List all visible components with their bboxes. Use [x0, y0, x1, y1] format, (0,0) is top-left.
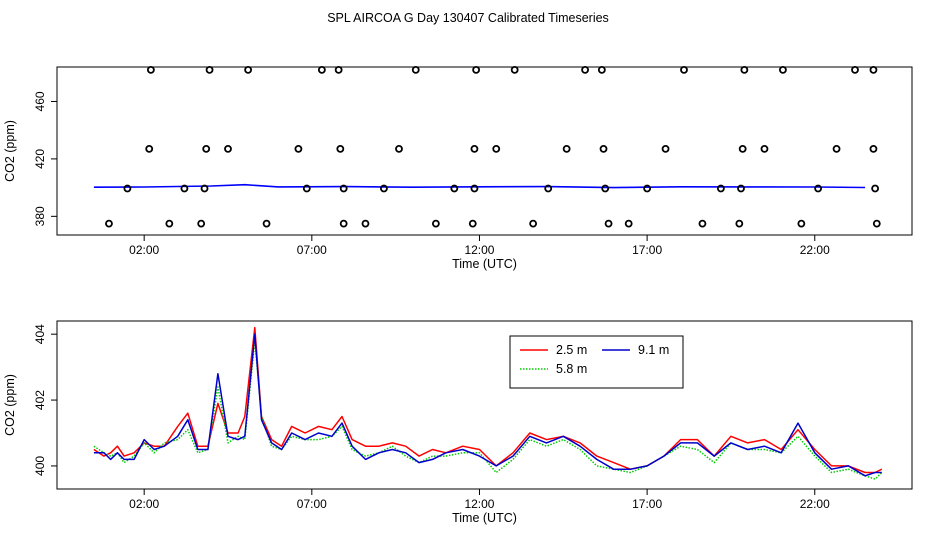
calibration-point	[797, 219, 806, 228]
calibration-point	[492, 144, 501, 153]
calibration-point	[716, 184, 725, 193]
calibration-point	[336, 144, 345, 153]
calibration-point	[869, 65, 878, 74]
calibration-point	[317, 65, 326, 74]
x-tick-label: 07:00	[297, 497, 327, 511]
y-tick-label: 402	[33, 390, 47, 410]
calibration-point	[851, 65, 859, 74]
calibration-point	[339, 219, 348, 228]
series-line-9-1-m	[93, 333, 882, 477]
series-line	[93, 183, 866, 189]
calibration-point	[698, 219, 707, 228]
calibration-point	[395, 144, 403, 153]
x-tick-label: 02:00	[129, 497, 159, 511]
y-axis-label: CO2 (ppm)	[3, 374, 17, 436]
calibration-point	[562, 144, 571, 153]
calibration-point	[740, 65, 749, 74]
calibration-point	[334, 65, 343, 74]
chart-title: SPL AIRCOA G Day 130407 Calibrated Times…	[327, 11, 609, 25]
calibration-point	[165, 219, 174, 228]
calibration-point	[601, 184, 610, 193]
y-tick-label: 400	[33, 456, 47, 476]
calibration-point	[737, 184, 745, 193]
plot-frame	[56, 66, 913, 236]
legend-label: 9.1 m	[638, 343, 669, 357]
calibration-point	[197, 219, 206, 228]
calibration-point	[872, 219, 881, 228]
calibration-point	[180, 184, 189, 193]
calibration-point	[470, 144, 479, 153]
calibration-point	[302, 184, 311, 193]
calibration-point	[146, 65, 155, 74]
x-tick-label: 22:00	[800, 243, 830, 257]
calibration-point	[599, 144, 608, 153]
calibration-point	[869, 144, 878, 153]
y-tick-label: 404	[33, 324, 47, 344]
calibration-point	[735, 219, 744, 228]
bottom-panel: 02:00 07:00 12:00 17:00 22:00 400 402 404 Time (…	[3, 320, 913, 525]
calibration-point	[604, 219, 613, 228]
calibration-point	[871, 184, 880, 193]
plot-frame	[56, 320, 913, 490]
calibration-point	[145, 144, 154, 153]
calibration-point	[339, 184, 348, 193]
calibration-point	[760, 144, 769, 153]
x-tick-label: 12:00	[464, 243, 494, 257]
series-line-2-5-m	[93, 326, 883, 474]
calibration-point	[205, 65, 214, 74]
x-axis-label: Time (UTC)	[452, 257, 517, 271]
calibration-point	[123, 184, 132, 193]
calibration-point	[202, 144, 211, 153]
series-line-5-8-m	[93, 340, 883, 480]
top-panel: 02:00 07:00 12:00 17:00 22:00 380 420 460 Time (…	[3, 65, 913, 271]
calibration-point	[643, 184, 652, 193]
calibration-point	[624, 219, 633, 228]
calibration-point	[431, 219, 440, 228]
calibration-point	[472, 65, 481, 74]
calibration-point	[510, 65, 519, 74]
x-tick-label: 17:00	[632, 497, 662, 511]
calibration-point	[262, 219, 271, 228]
calibration-point	[450, 184, 459, 193]
calibration-point	[380, 184, 388, 193]
calibration-point	[779, 65, 787, 74]
calibration-point	[597, 65, 606, 74]
calibration-point	[738, 144, 747, 153]
calibration-point	[581, 65, 589, 74]
calibration-point	[661, 144, 670, 153]
y-tick-label: 420	[33, 149, 47, 169]
calibration-point	[544, 184, 553, 193]
legend-label: 2.5 m	[556, 343, 587, 357]
calibration-point	[832, 144, 841, 153]
calibration-point	[814, 184, 823, 193]
calibration-point	[224, 144, 232, 153]
x-tick-label: 07:00	[297, 243, 327, 257]
x-tick-label: 02:00	[129, 243, 159, 257]
legend-label: 5.8 m	[556, 362, 587, 376]
y-tick-label: 460	[33, 91, 47, 111]
calibration-point	[529, 219, 538, 228]
x-tick-label: 17:00	[632, 243, 662, 257]
x-axis-label: Time (UTC)	[452, 511, 517, 525]
calibration-point	[105, 219, 113, 228]
calibration-point	[680, 65, 688, 74]
calibration-point	[244, 65, 253, 74]
calibration-point	[361, 219, 370, 228]
calibration-point	[411, 65, 420, 74]
legend: 2.5 m 5.8 m 9.1 m	[509, 335, 684, 389]
legend-box	[509, 335, 684, 389]
y-tick-label: 380	[33, 206, 47, 226]
calibration-point	[294, 144, 303, 153]
calibration-point	[468, 219, 477, 228]
calibration-point	[470, 184, 479, 193]
x-tick-label: 12:00	[464, 497, 494, 511]
y-axis-label: CO2 (ppm)	[3, 120, 17, 182]
x-tick-label: 22:00	[800, 497, 830, 511]
calibration-point	[200, 184, 209, 193]
